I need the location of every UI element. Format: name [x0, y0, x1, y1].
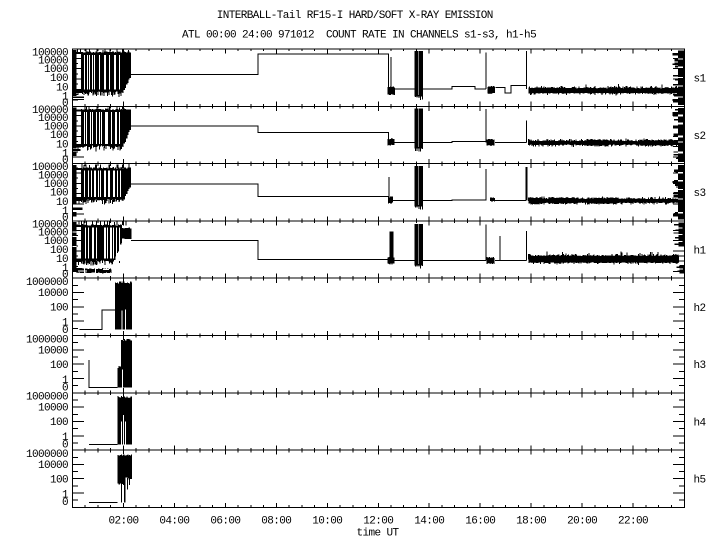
svg-text:10: 10 — [56, 140, 68, 152]
svg-text:100: 100 — [50, 303, 68, 315]
svg-text:s1: s1 — [694, 74, 707, 86]
svg-text:10000: 10000 — [38, 288, 68, 300]
svg-text:10000: 10000 — [38, 460, 68, 472]
svg-text:1000: 1000 — [44, 236, 68, 248]
svg-text:02:00: 02:00 — [108, 515, 138, 527]
svg-text:0: 0 — [62, 382, 68, 394]
svg-text:h1: h1 — [694, 246, 707, 258]
svg-text:100000: 100000 — [32, 48, 68, 60]
svg-text:0: 0 — [62, 98, 68, 110]
svg-text:1: 1 — [62, 91, 69, 103]
svg-text:18:00: 18:00 — [516, 515, 546, 527]
svg-text:1: 1 — [62, 490, 69, 502]
svg-text:06:00: 06:00 — [210, 515, 240, 527]
svg-text:1000000: 1000000 — [26, 449, 68, 461]
svg-text:0: 0 — [62, 440, 68, 452]
svg-text:0: 0 — [62, 155, 68, 167]
svg-text:0: 0 — [62, 497, 68, 509]
svg-text:10000: 10000 — [38, 403, 68, 415]
svg-text:10: 10 — [56, 197, 68, 209]
svg-text:1000000: 1000000 — [26, 392, 68, 404]
svg-text:1000: 1000 — [44, 64, 68, 76]
svg-text:10: 10 — [56, 82, 68, 94]
svg-text:s3: s3 — [694, 188, 706, 200]
svg-text:0: 0 — [62, 325, 68, 337]
svg-text:100: 100 — [50, 245, 68, 257]
svg-text:h4: h4 — [694, 417, 707, 429]
svg-text:10000: 10000 — [38, 345, 68, 357]
svg-text:h2: h2 — [694, 303, 706, 315]
svg-text:08:00: 08:00 — [261, 515, 291, 527]
svg-text:1000: 1000 — [44, 122, 68, 134]
svg-text:1000000: 1000000 — [26, 334, 68, 346]
svg-text:100: 100 — [50, 417, 68, 429]
svg-text:10000: 10000 — [38, 170, 68, 182]
svg-text:ATL 00:00 24:00 971012 COUNT: ATL 00:00 24:00 971012 COUNT RATE IN CHA… — [182, 29, 536, 41]
svg-text:100: 100 — [50, 130, 68, 142]
svg-text:h3: h3 — [694, 360, 706, 372]
svg-text:time UT: time UT — [356, 528, 399, 540]
svg-text:1: 1 — [62, 263, 69, 275]
svg-text:h5: h5 — [694, 475, 706, 487]
svg-text:100000: 100000 — [32, 105, 68, 117]
svg-text:1: 1 — [62, 206, 69, 218]
svg-text:10000: 10000 — [38, 56, 68, 68]
svg-text:16:00: 16:00 — [465, 515, 495, 527]
svg-text:100: 100 — [50, 188, 68, 200]
svg-text:1: 1 — [62, 318, 69, 330]
svg-text:1: 1 — [62, 149, 69, 161]
svg-text:1000: 1000 — [44, 179, 68, 191]
svg-text:22:00: 22:00 — [618, 515, 648, 527]
svg-text:1000000: 1000000 — [26, 277, 68, 289]
svg-text:INTERBALL-Tail RF15-I HARD/SOF: INTERBALL-Tail RF15-I HARD/SOFT X-RAY EM… — [217, 10, 493, 22]
svg-text:100000: 100000 — [32, 219, 68, 231]
svg-text:20:00: 20:00 — [567, 515, 597, 527]
svg-text:1: 1 — [62, 375, 69, 387]
svg-text:10:00: 10:00 — [312, 515, 342, 527]
svg-text:10000: 10000 — [38, 228, 68, 240]
svg-text:100: 100 — [50, 360, 68, 372]
svg-text:12:00: 12:00 — [363, 515, 393, 527]
svg-text:0: 0 — [62, 270, 68, 282]
svg-text:100: 100 — [50, 73, 68, 85]
svg-text:1: 1 — [62, 432, 69, 444]
svg-text:s2: s2 — [694, 131, 706, 143]
svg-text:04:00: 04:00 — [159, 515, 189, 527]
svg-text:0: 0 — [62, 212, 68, 224]
svg-text:100000: 100000 — [32, 162, 68, 174]
svg-text:10000: 10000 — [38, 113, 68, 125]
svg-text:10: 10 — [56, 254, 68, 266]
svg-text:100: 100 — [50, 475, 68, 487]
svg-text:14:00: 14:00 — [414, 515, 444, 527]
